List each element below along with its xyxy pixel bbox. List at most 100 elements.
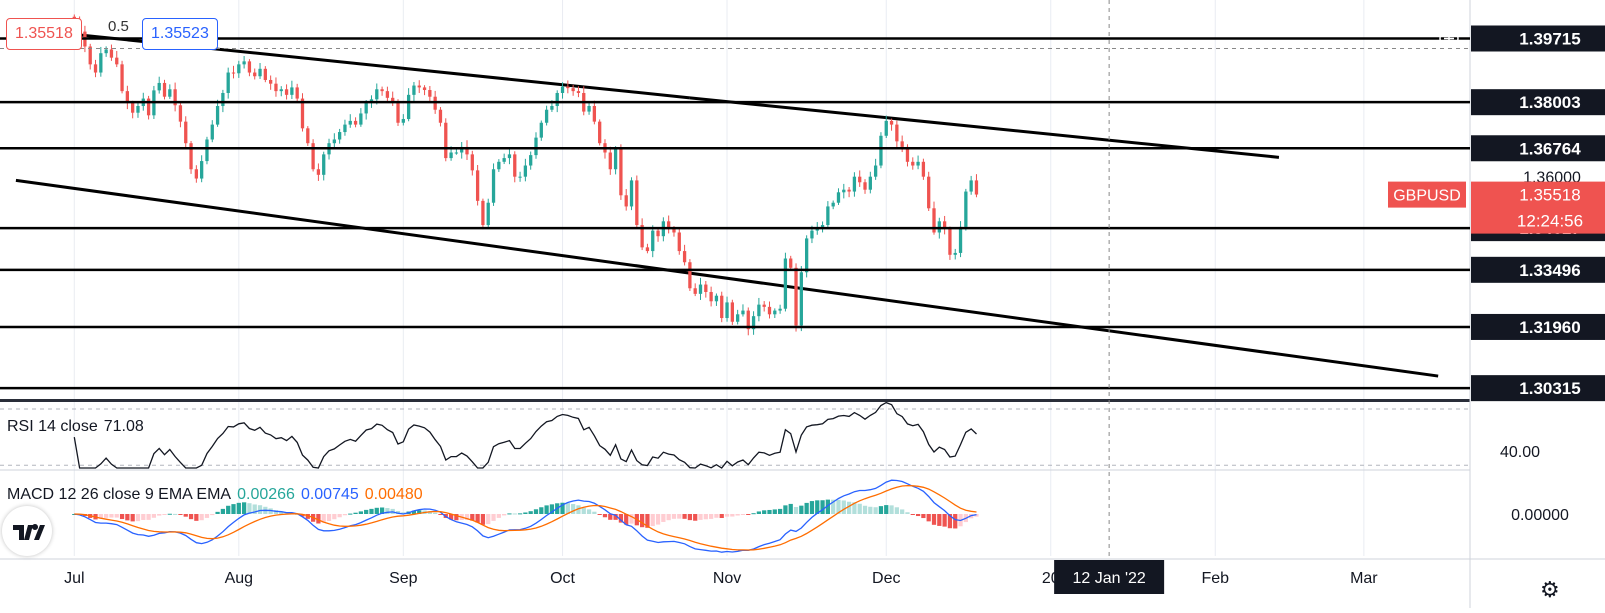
gear-icon[interactable]: ⚙ [1540, 578, 1560, 603]
candle [422, 87, 427, 91]
macd-histogram-bar [199, 514, 204, 521]
macd-histogram-bar [889, 505, 894, 514]
macd-tick-label: 0.00000 [1511, 507, 1569, 524]
candle [396, 102, 400, 123]
candle [889, 120, 894, 125]
time-tick-label: Dec [872, 570, 900, 587]
macd-histogram-value: 0.00266 [237, 486, 295, 503]
macd-histogram-bar [836, 499, 841, 514]
macd-histogram-bar [332, 514, 337, 520]
level-price: 1.36764 [1519, 139, 1581, 158]
macd-signal-value: 0.00480 [364, 486, 423, 503]
macd-histogram-bar [252, 504, 257, 514]
candle [677, 232, 681, 252]
candle [789, 258, 793, 268]
candle [725, 302, 729, 319]
macd-histogram-bar [921, 514, 926, 519]
macd-histogram-bar [173, 513, 178, 515]
candle [714, 295, 719, 302]
candle [391, 97, 395, 103]
candle [799, 272, 803, 326]
macd-histogram-bar [369, 508, 374, 514]
candle [730, 302, 734, 322]
plus-circle-icon [1439, 28, 1459, 49]
pane-separator [0, 399, 1470, 402]
macd-histogram-bar [502, 514, 507, 516]
bid-price: 1.35518 [15, 25, 73, 42]
signal-line [74, 484, 977, 551]
macd-histogram-bar [942, 514, 947, 527]
candle [486, 202, 490, 226]
candle [502, 158, 506, 162]
macd-histogram-bar [846, 501, 852, 514]
candle [269, 79, 273, 84]
macd-histogram-bar [820, 500, 825, 514]
candle [322, 154, 326, 175]
macd-histogram-bar [746, 514, 751, 515]
candle [470, 154, 474, 171]
candle [958, 226, 963, 253]
tradingview-logo-icon[interactable] [2, 506, 52, 556]
candle [529, 155, 533, 166]
candle [884, 120, 888, 136]
candle [109, 49, 114, 58]
macd-histogram-bar [947, 514, 953, 529]
candle [598, 121, 602, 144]
macd-histogram-bar [231, 504, 236, 514]
macd-histogram-bar [533, 509, 539, 514]
macd-histogram-bar [740, 514, 746, 515]
countdown: 12:24:56 [1517, 212, 1583, 231]
candle [709, 291, 713, 302]
candle [237, 64, 241, 74]
candle [942, 221, 947, 229]
time-tick-label: Nov [713, 570, 741, 587]
ask-price-box[interactable]: 1.35523 [142, 18, 218, 50]
bid-price-box[interactable]: 1.35518 [6, 18, 82, 50]
candle [916, 161, 920, 166]
macd-histogram-bar [358, 511, 363, 514]
macd-histogram-bar [703, 514, 708, 520]
candle [635, 180, 639, 226]
candle [736, 314, 740, 322]
candle [773, 310, 777, 315]
candle [571, 88, 575, 92]
macd-histogram-bar [687, 514, 693, 521]
macd-histogram-bar [751, 513, 756, 515]
candle [454, 152, 459, 154]
ask-price: 1.35523 [151, 25, 209, 42]
candle [184, 121, 188, 144]
candle [879, 135, 883, 166]
rsi-legend[interactable]: RSI 14 close 71.08 [7, 418, 150, 436]
macd-histogram-bar [146, 514, 151, 520]
macd-histogram-bar [831, 499, 836, 514]
macd-histogram-bar [735, 514, 740, 516]
macd-histogram-bar [693, 514, 698, 521]
candle [364, 102, 368, 114]
candle [226, 72, 230, 93]
macd-histogram-bar [119, 514, 125, 520]
macd-histogram-bar [326, 514, 332, 521]
macd-histogram-bar [162, 514, 167, 515]
candle [826, 206, 830, 226]
macd-histogram-bar [894, 507, 899, 514]
macd-histogram-bar [825, 499, 830, 514]
macd-histogram-bar [204, 514, 210, 518]
candle [682, 251, 687, 263]
macd-histogram-bar [756, 511, 762, 514]
candle [842, 189, 846, 193]
macd-histogram-bar [411, 510, 417, 514]
macd-histogram-bar [321, 514, 326, 523]
macd-histogram-bar [602, 514, 608, 518]
macd-legend[interactable]: MACD 12 26 close 9 EMA EMA 0.00266 0.00745… [7, 486, 429, 504]
candle [316, 169, 321, 175]
candle [560, 86, 565, 93]
macd-histogram-bar [401, 512, 406, 514]
candle [847, 189, 851, 192]
candle [608, 152, 612, 170]
macd-histogram-bar [226, 505, 231, 514]
macd-histogram-bar [926, 514, 931, 522]
candle [656, 230, 660, 237]
candle [168, 89, 172, 97]
